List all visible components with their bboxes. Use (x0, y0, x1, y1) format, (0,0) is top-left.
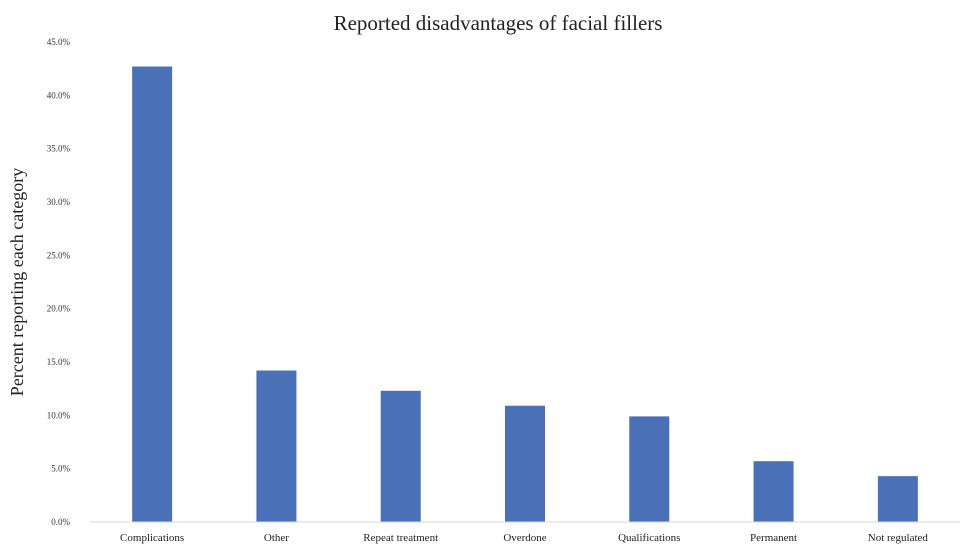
y-tick-label: 0.0% (51, 517, 70, 527)
bars-group (132, 66, 918, 523)
bar (380, 390, 421, 522)
bar (877, 476, 918, 522)
bar (256, 370, 297, 522)
x-tick-label: Complications (120, 532, 184, 544)
y-tick-label: 10.0% (47, 410, 71, 420)
y-tick-label: 20.0% (47, 304, 71, 314)
x-axis-ticks: Complications Other Repeat treatment Overdo… (120, 532, 928, 544)
bar (753, 461, 794, 522)
bar (629, 416, 670, 522)
y-axis-ticks: 0.0% 5.0% 10.0% 15.0% 20.0% 25.0% 30.0% 35.0% 40… (47, 37, 71, 527)
x-tick-label: Not regulated (868, 532, 929, 544)
y-tick-label: 15.0% (47, 357, 71, 367)
x-tick-label: Qualifications (618, 532, 680, 544)
x-tick-label: Permanent (750, 532, 797, 544)
y-tick-label: 5.0% (51, 464, 70, 474)
y-tick-label: 25.0% (47, 250, 71, 260)
y-tick-label: 35.0% (47, 144, 71, 154)
x-tick-label: Overdone (503, 532, 546, 544)
x-tick-label: Other (264, 532, 289, 544)
y-axis-label: Percent reporting each category (7, 168, 27, 396)
x-tick-label: Repeat treatment (363, 532, 438, 544)
chart-title: Reported disadvantages of facial fillers (334, 11, 663, 35)
bar (505, 405, 545, 522)
y-tick-label: 30.0% (47, 197, 71, 207)
bar (132, 66, 173, 523)
y-tick-label: 40.0% (47, 90, 71, 100)
y-tick-label: 45.0% (47, 37, 71, 47)
